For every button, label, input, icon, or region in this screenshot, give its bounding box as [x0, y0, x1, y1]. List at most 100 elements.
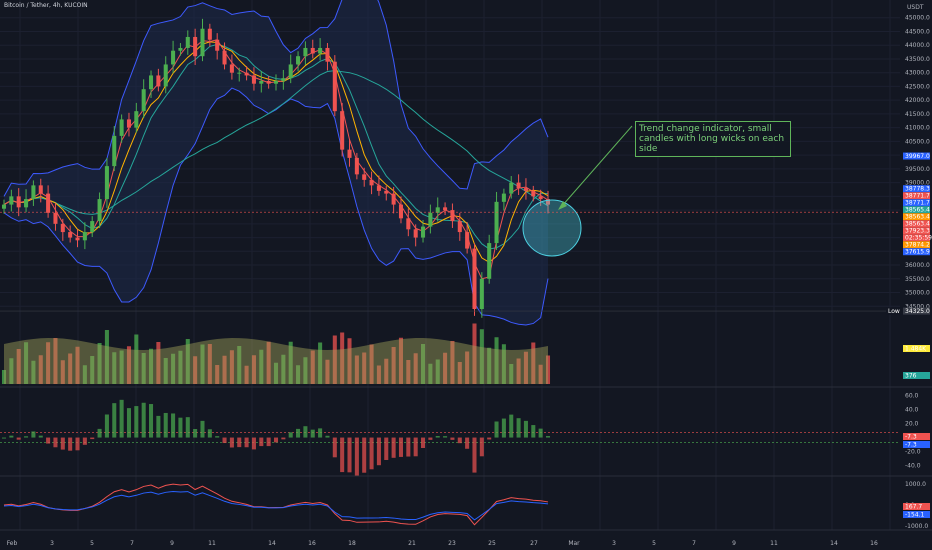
- x-tick-label: 27: [530, 540, 538, 547]
- momentum-bar: [398, 437, 403, 457]
- volume-tag-label: 376: [905, 373, 917, 380]
- candle-body: [325, 47, 330, 62]
- candle-body: [347, 149, 352, 158]
- momentum-bar: [229, 437, 234, 448]
- momentum-bar: [141, 402, 146, 438]
- momentum-bar: [207, 429, 212, 438]
- candle-body: [450, 210, 455, 222]
- x-tick-label: 5: [90, 540, 94, 547]
- price-tag-label: 38778.3: [905, 186, 930, 193]
- candle-body: [112, 135, 117, 167]
- currency-label: USDT: [907, 4, 924, 11]
- y-tick-label: 35500.0: [905, 276, 930, 283]
- y-tick-label: 39000.0: [905, 180, 930, 187]
- candle-body: [545, 199, 551, 205]
- candle-body: [435, 207, 440, 213]
- volume-bar: [75, 346, 80, 384]
- momentum-bar: [215, 436, 220, 438]
- volume-bar: [384, 358, 389, 384]
- momentum-bar: [545, 436, 551, 438]
- volume-bar: [303, 357, 308, 384]
- y-tick-label: 41500.0: [905, 111, 930, 118]
- candle-body: [185, 36, 190, 48]
- candle-body: [141, 89, 146, 112]
- volume-bar: [237, 346, 242, 384]
- candle-body: [75, 237, 80, 241]
- momentum-tick-label: 40.0: [905, 407, 919, 414]
- volume-average-area: [4, 338, 548, 384]
- momentum-bar: [9, 435, 14, 438]
- candle-body: [207, 28, 212, 40]
- candle-body: [134, 111, 139, 128]
- momentum-bar: [200, 420, 205, 438]
- candle-body: [303, 47, 308, 57]
- volume-bar: [24, 342, 29, 384]
- annotation-note[interactable]: Trend change indicator, small candles wi…: [635, 121, 791, 157]
- momentum-bar: [318, 428, 323, 438]
- price-tag: [903, 213, 930, 221]
- volume-bar: [141, 353, 146, 384]
- momentum-bar: [406, 437, 411, 457]
- momentum-bar: [156, 415, 161, 438]
- volume-bar: [523, 351, 528, 384]
- bollinger-band-fill: [4, 0, 548, 325]
- candle-body: [171, 50, 176, 65]
- oscillator-tag: [903, 511, 930, 518]
- price-tag-label: 38563.4: [905, 214, 930, 221]
- candle-body: [251, 75, 256, 84]
- price-tag: [903, 307, 930, 315]
- momentum-bar: [16, 437, 21, 440]
- momentum-bar: [340, 437, 345, 473]
- volume-bar: [222, 355, 227, 384]
- momentum-bar: [60, 437, 65, 450]
- momentum-tag: [903, 433, 930, 440]
- oscillator-line: [3, 483, 549, 526]
- volume-bar: [428, 363, 433, 384]
- y-tick-label: 44500.0: [905, 28, 930, 35]
- candle-body: [332, 61, 337, 112]
- candle-body: [90, 221, 95, 233]
- candle-body: [126, 119, 131, 128]
- momentum-tick-label: -40.0: [905, 463, 921, 470]
- volume-bar: [413, 353, 418, 384]
- candle-body: [384, 190, 389, 194]
- volume-bar: [391, 347, 396, 384]
- momentum-bar: [472, 437, 477, 473]
- candle-body: [509, 182, 514, 194]
- candle-body: [244, 72, 249, 76]
- volume-bar: [46, 342, 51, 384]
- momentum-bar: [178, 417, 183, 438]
- volume-bar: [9, 358, 14, 384]
- volume-bar: [259, 349, 264, 384]
- annotation-arrowhead: [558, 201, 567, 210]
- candle-body: [156, 75, 161, 87]
- momentum-bar: [509, 414, 514, 438]
- candle-body: [516, 182, 521, 189]
- candle-body: [501, 193, 506, 202]
- momentum-bar: [75, 437, 80, 451]
- volume-bar: [193, 356, 198, 384]
- volume-bar: [347, 338, 352, 384]
- candle-body: [149, 75, 154, 90]
- y-tick-label: 42000.0: [905, 97, 930, 104]
- volume-bar: [340, 332, 345, 384]
- price-tag: [903, 185, 930, 193]
- momentum-tag-label: -7.3: [905, 442, 917, 449]
- oscillator-tick-label: 1000.0: [905, 481, 926, 488]
- volume-bar: [1, 370, 7, 384]
- candle-body: [1, 204, 7, 209]
- y-tick-label: 35000.0: [905, 290, 930, 297]
- candle-body: [487, 243, 492, 279]
- volume-bars: [1, 323, 551, 384]
- volume-bar: [516, 358, 521, 384]
- momentum-bar: [384, 437, 389, 460]
- momentum-bar: [450, 437, 455, 440]
- momentum-bar: [193, 429, 198, 438]
- volume-bar: [156, 342, 161, 384]
- volume-bar: [354, 355, 359, 384]
- y-tick-label: 36000.0: [905, 262, 930, 269]
- momentum-tag-label: -7.3: [905, 434, 917, 441]
- candle-body: [68, 232, 73, 238]
